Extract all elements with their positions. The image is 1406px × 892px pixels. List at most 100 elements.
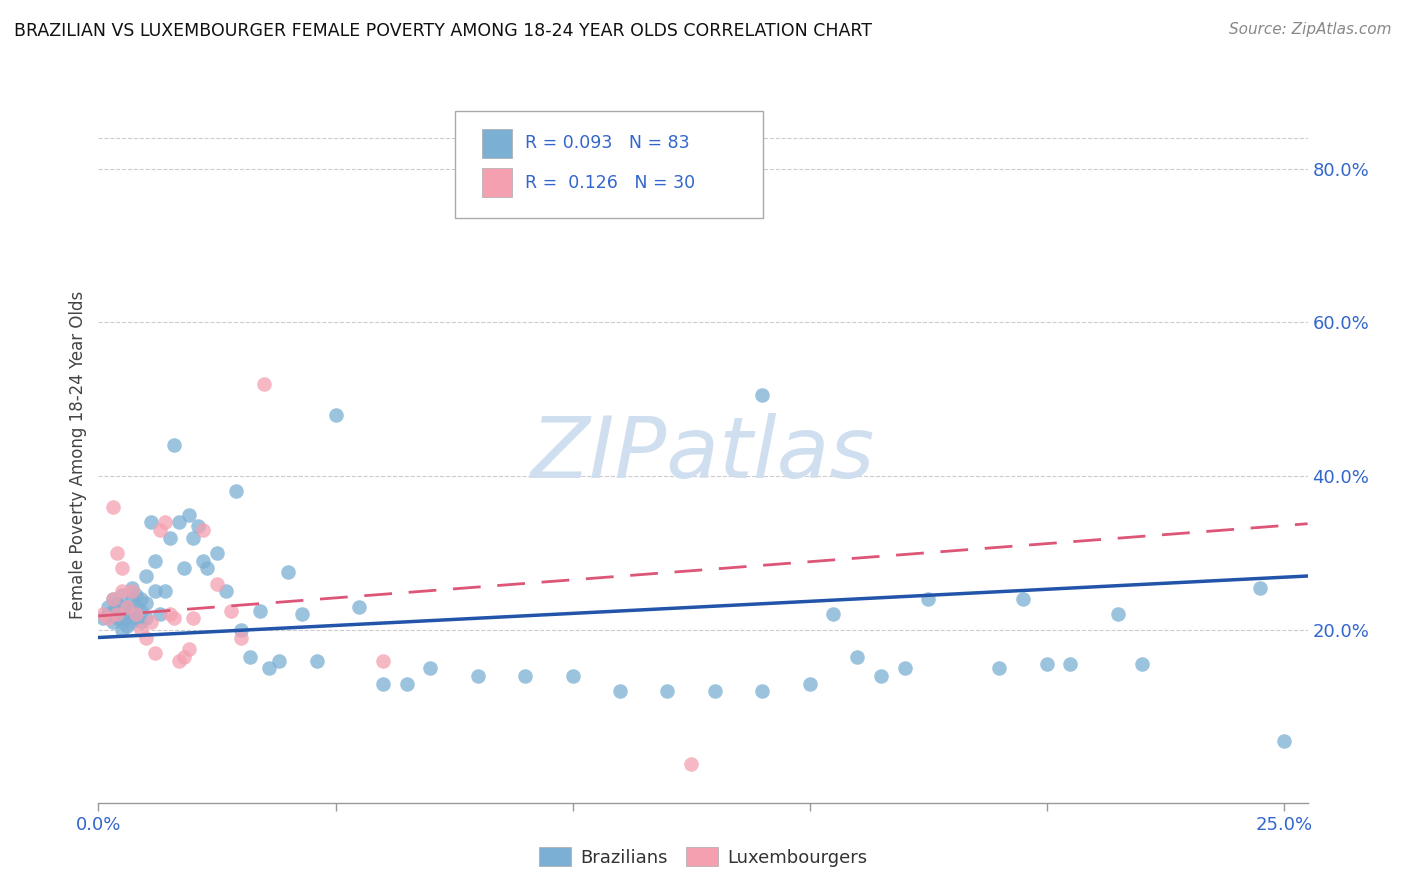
- Point: [988, 661, 1011, 675]
- Point: [291, 607, 314, 622]
- Point: [751, 388, 773, 402]
- Point: [139, 515, 162, 529]
- Point: [125, 611, 148, 625]
- Point: [125, 588, 148, 602]
- Point: [703, 684, 725, 698]
- Point: [181, 611, 204, 625]
- Point: [129, 615, 152, 629]
- Point: [111, 584, 134, 599]
- Point: [111, 599, 134, 614]
- Point: [205, 576, 228, 591]
- Point: [153, 515, 176, 529]
- Point: [1272, 734, 1295, 748]
- Point: [111, 623, 134, 637]
- Point: [91, 611, 114, 625]
- Point: [97, 611, 120, 625]
- Point: [1059, 657, 1081, 672]
- Point: [657, 684, 679, 698]
- Point: [177, 642, 200, 657]
- Point: [125, 607, 148, 622]
- Point: [97, 607, 120, 622]
- Point: [173, 561, 195, 575]
- Point: [115, 611, 138, 625]
- Text: R =  0.126   N = 30: R = 0.126 N = 30: [526, 174, 696, 192]
- Point: [799, 676, 821, 690]
- Point: [181, 531, 204, 545]
- Point: [129, 604, 152, 618]
- Point: [561, 669, 583, 683]
- Point: [115, 599, 138, 614]
- Point: [751, 684, 773, 698]
- Point: [229, 631, 252, 645]
- Point: [846, 649, 869, 664]
- Point: [191, 523, 214, 537]
- Point: [197, 561, 219, 575]
- Point: [167, 654, 190, 668]
- Point: [101, 592, 124, 607]
- Y-axis label: Female Poverty Among 18-24 Year Olds: Female Poverty Among 18-24 Year Olds: [69, 291, 87, 619]
- Point: [823, 607, 845, 622]
- Point: [143, 646, 166, 660]
- Point: [347, 599, 370, 614]
- Point: [1130, 657, 1153, 672]
- Point: [267, 654, 290, 668]
- Point: [467, 669, 489, 683]
- Point: [105, 611, 128, 625]
- Point: [159, 607, 181, 622]
- Point: [173, 649, 195, 664]
- Point: [191, 554, 214, 568]
- Point: [163, 611, 186, 625]
- Point: [135, 569, 157, 583]
- Text: Source: ZipAtlas.com: Source: ZipAtlas.com: [1229, 22, 1392, 37]
- Point: [249, 604, 271, 618]
- Point: [419, 661, 441, 675]
- Point: [187, 519, 209, 533]
- Point: [149, 607, 172, 622]
- Point: [1107, 607, 1129, 622]
- Point: [1249, 581, 1271, 595]
- Point: [111, 615, 134, 629]
- Point: [101, 500, 124, 514]
- Point: [105, 546, 128, 560]
- Point: [163, 438, 186, 452]
- Point: [129, 592, 152, 607]
- Point: [159, 531, 181, 545]
- FancyBboxPatch shape: [482, 128, 512, 158]
- Point: [115, 599, 138, 614]
- Point: [101, 592, 124, 607]
- Point: [135, 631, 157, 645]
- Point: [325, 408, 347, 422]
- Point: [121, 592, 143, 607]
- Point: [101, 615, 124, 629]
- Point: [135, 596, 157, 610]
- Point: [893, 661, 915, 675]
- Point: [371, 654, 394, 668]
- Point: [869, 669, 891, 683]
- Point: [105, 607, 128, 622]
- Point: [239, 649, 262, 664]
- Point: [305, 654, 328, 668]
- Point: [177, 508, 200, 522]
- Text: BRAZILIAN VS LUXEMBOURGER FEMALE POVERTY AMONG 18-24 YEAR OLDS CORRELATION CHART: BRAZILIAN VS LUXEMBOURGER FEMALE POVERTY…: [14, 22, 872, 40]
- Point: [121, 581, 143, 595]
- Point: [105, 604, 128, 618]
- Point: [115, 619, 138, 633]
- Point: [91, 607, 114, 622]
- Point: [253, 376, 276, 391]
- Legend: Brazilians, Luxembourgers: Brazilians, Luxembourgers: [531, 840, 875, 874]
- Point: [395, 676, 418, 690]
- Point: [277, 565, 299, 579]
- Point: [681, 757, 703, 772]
- Point: [143, 584, 166, 599]
- FancyBboxPatch shape: [482, 169, 512, 197]
- Point: [143, 554, 166, 568]
- Point: [205, 546, 228, 560]
- Point: [167, 515, 190, 529]
- Point: [219, 604, 242, 618]
- Point: [561, 200, 583, 214]
- Point: [105, 596, 128, 610]
- Text: R = 0.093   N = 83: R = 0.093 N = 83: [526, 134, 690, 153]
- Point: [225, 484, 247, 499]
- FancyBboxPatch shape: [456, 111, 763, 219]
- Point: [97, 599, 120, 614]
